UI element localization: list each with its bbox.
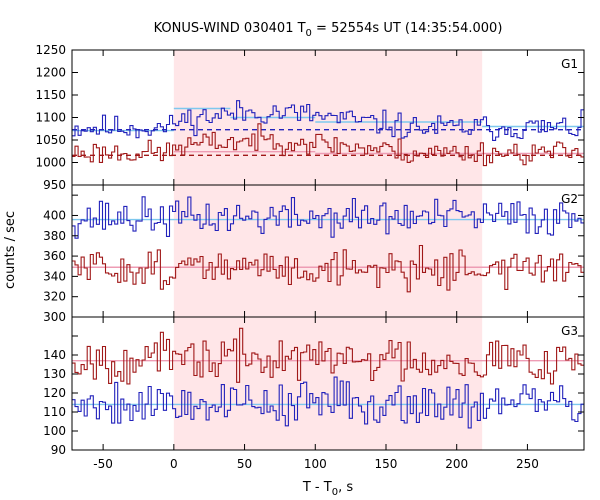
series-red-step-line bbox=[72, 327, 584, 385]
y-tick-label: 400 bbox=[43, 208, 66, 222]
y-tick-label: 90 bbox=[51, 443, 66, 457]
x-tick-label: 50 bbox=[237, 457, 252, 471]
x-axis-label: T - T0, s bbox=[302, 480, 353, 498]
x-tick-label: -50 bbox=[93, 457, 113, 471]
x-tick-label: 250 bbox=[516, 457, 539, 471]
x-tick-label: 0 bbox=[170, 457, 178, 471]
y-tick-label: 110 bbox=[43, 405, 66, 419]
y-tick-label: 1250 bbox=[35, 43, 66, 57]
series-blue-step-line bbox=[72, 376, 584, 429]
series-red-step-line bbox=[72, 123, 584, 167]
shaded-interval bbox=[173, 317, 483, 450]
x-tick-label: 200 bbox=[445, 457, 468, 471]
panel-label: G1 bbox=[561, 57, 578, 71]
y-tick-label: 360 bbox=[43, 249, 66, 263]
panel-frame bbox=[71, 316, 585, 451]
y-tick-label: 1050 bbox=[35, 133, 66, 147]
y-tick-label: 300 bbox=[43, 310, 66, 324]
x-tick-label: 100 bbox=[304, 457, 327, 471]
y-tick-label: 1000 bbox=[35, 156, 66, 170]
shaded-interval bbox=[173, 185, 483, 317]
y-tick-label: 1200 bbox=[35, 66, 66, 80]
y-axis-label: counts / sec bbox=[3, 211, 18, 289]
chart-title: KONUS-WIND 030401 T0 = 52554s UT (14:35:… bbox=[154, 21, 503, 39]
y-tick-label: 1150 bbox=[35, 88, 66, 102]
panel-g3: 90 100 110 120 130 140 G3 bbox=[43, 316, 585, 457]
panels-group: 950100010501100115012001250G130032034036… bbox=[35, 43, 585, 471]
series-red-step-line bbox=[72, 244, 584, 293]
y-tick-label: 130 bbox=[43, 367, 66, 381]
series-blue-step-line bbox=[72, 196, 584, 239]
y-tick-label: 380 bbox=[43, 229, 66, 243]
series-blue-step-line bbox=[72, 100, 584, 141]
y-tick-label: 340 bbox=[43, 269, 66, 283]
x-tick-label: 150 bbox=[375, 457, 398, 471]
y-tick-label: 950 bbox=[43, 178, 66, 192]
y-tick-label: 120 bbox=[43, 386, 66, 400]
shaded-interval bbox=[173, 50, 483, 185]
panel-label: G3 bbox=[561, 324, 578, 338]
panel-label: G2 bbox=[561, 192, 578, 206]
panel-g1: 950 1000 1050 1100 1150 1200 1250 G1 bbox=[35, 43, 585, 192]
y-tick-label: 140 bbox=[43, 348, 66, 362]
y-tick-label: 100 bbox=[43, 424, 66, 438]
y-tick-label: 320 bbox=[43, 290, 66, 304]
panel-g2: 300 320 340 360 380 400 G2 bbox=[43, 184, 585, 324]
y-tick-label: 1100 bbox=[35, 111, 66, 125]
